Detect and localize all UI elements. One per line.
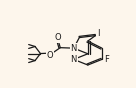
Text: N: N bbox=[71, 55, 77, 64]
Text: F: F bbox=[104, 55, 109, 64]
Text: N: N bbox=[71, 44, 77, 53]
Text: O: O bbox=[46, 51, 53, 59]
Text: O: O bbox=[54, 33, 61, 42]
Text: I: I bbox=[97, 29, 99, 38]
